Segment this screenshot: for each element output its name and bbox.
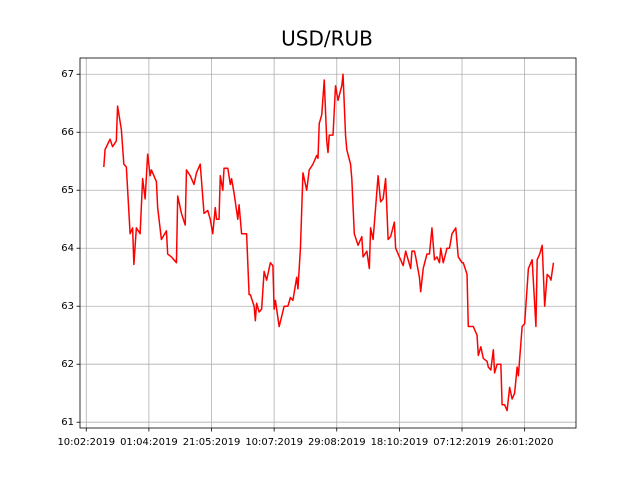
x-tick-label: 07:12:2019 <box>433 437 491 448</box>
y-tick-label: 67 <box>61 69 74 80</box>
x-tick-label: 10:02:2019 <box>57 437 115 448</box>
x-tick-label: 29:08:2019 <box>308 437 366 448</box>
chart-title: USD/RUB <box>281 27 373 51</box>
x-tick-label: 01:04:2019 <box>120 437 178 448</box>
y-tick-label: 66 <box>61 127 74 138</box>
x-tick-label: 18:10:2019 <box>371 437 429 448</box>
x-tick-label: 21:05:2019 <box>183 437 241 448</box>
y-tick-label: 64 <box>61 243 74 254</box>
y-tick-label: 63 <box>61 301 74 312</box>
y-tick-label: 62 <box>61 359 74 370</box>
x-tick-label: 10:07:2019 <box>245 437 303 448</box>
plot-frame <box>79 57 577 429</box>
y-tick-label: 61 <box>61 417 74 428</box>
line-series <box>103 73 555 412</box>
x-tick-label: 26:01:2020 <box>496 437 554 448</box>
y-tick-label: 65 <box>61 185 74 196</box>
